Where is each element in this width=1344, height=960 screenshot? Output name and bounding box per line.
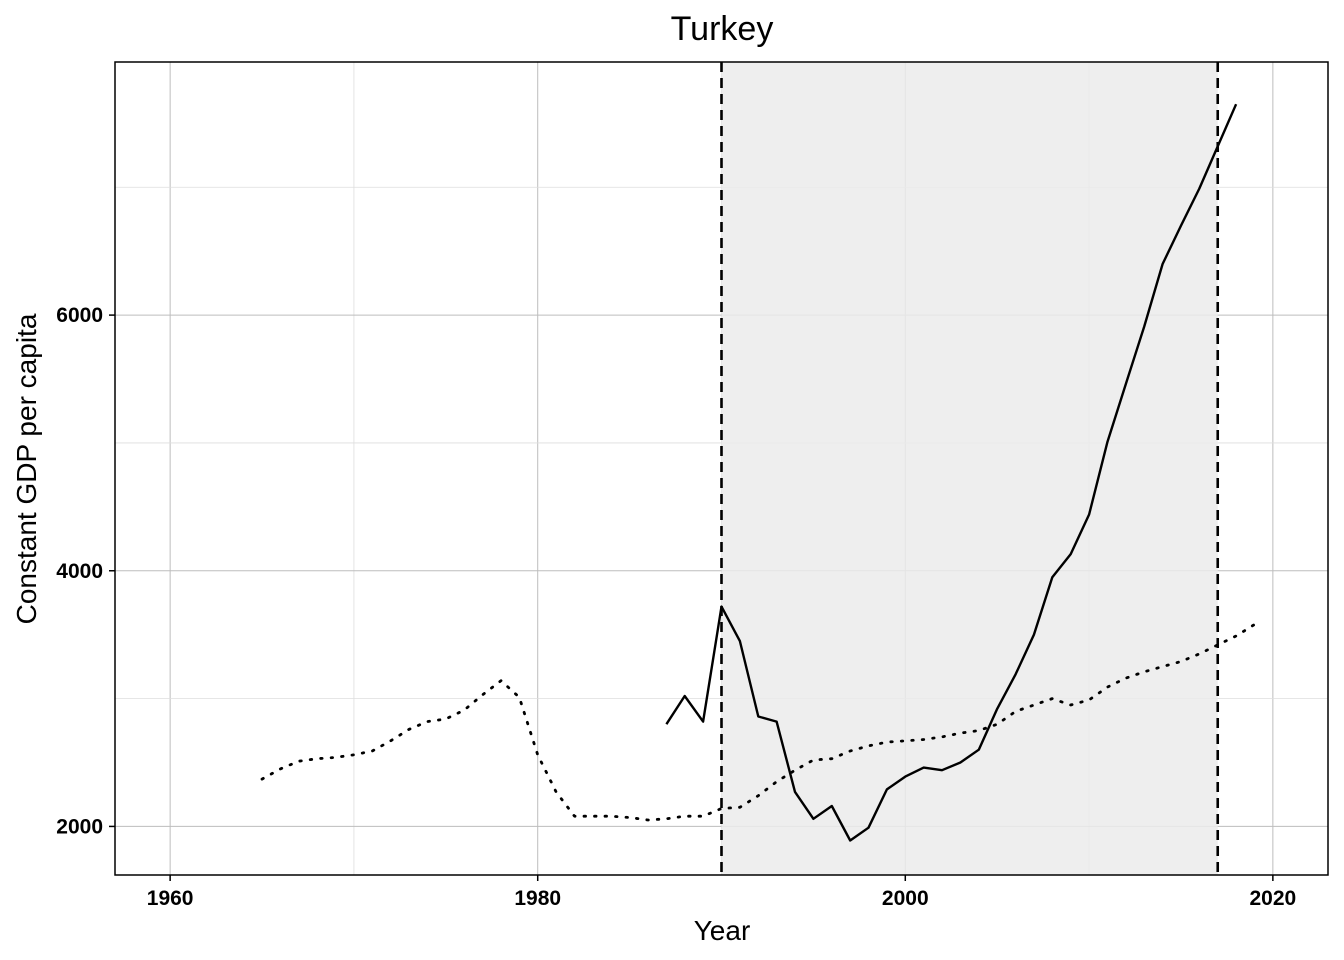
x-tick-label: 1960 bbox=[147, 887, 194, 910]
x-tick-label: 2000 bbox=[882, 887, 929, 910]
shaded-period bbox=[721, 62, 1218, 875]
x-axis-ticks: 1960 1980 2000 2020 bbox=[147, 875, 1296, 910]
series-line-solid bbox=[665, 103, 1238, 842]
plot-frame bbox=[114, 61, 1329, 876]
plot-border bbox=[114, 61, 1329, 876]
shaded-region bbox=[721, 62, 1218, 875]
x-axis-title: Year bbox=[694, 915, 751, 946]
x-tick-label: 2020 bbox=[1250, 887, 1297, 910]
y-axis-ticks: 2000 4000 6000 bbox=[56, 304, 115, 838]
reference-lines bbox=[720, 62, 1220, 875]
y-tick-label: 6000 bbox=[56, 304, 103, 327]
y-axis-title: Constant GDP per capita bbox=[11, 313, 42, 624]
x-tick-label: 1980 bbox=[514, 887, 561, 910]
y-tick-label: 2000 bbox=[56, 815, 103, 838]
y-tick-label: 4000 bbox=[56, 560, 103, 583]
chart-title: Turkey bbox=[671, 10, 774, 48]
series-line-dotted bbox=[260, 623, 1256, 822]
series-group bbox=[260, 103, 1256, 842]
